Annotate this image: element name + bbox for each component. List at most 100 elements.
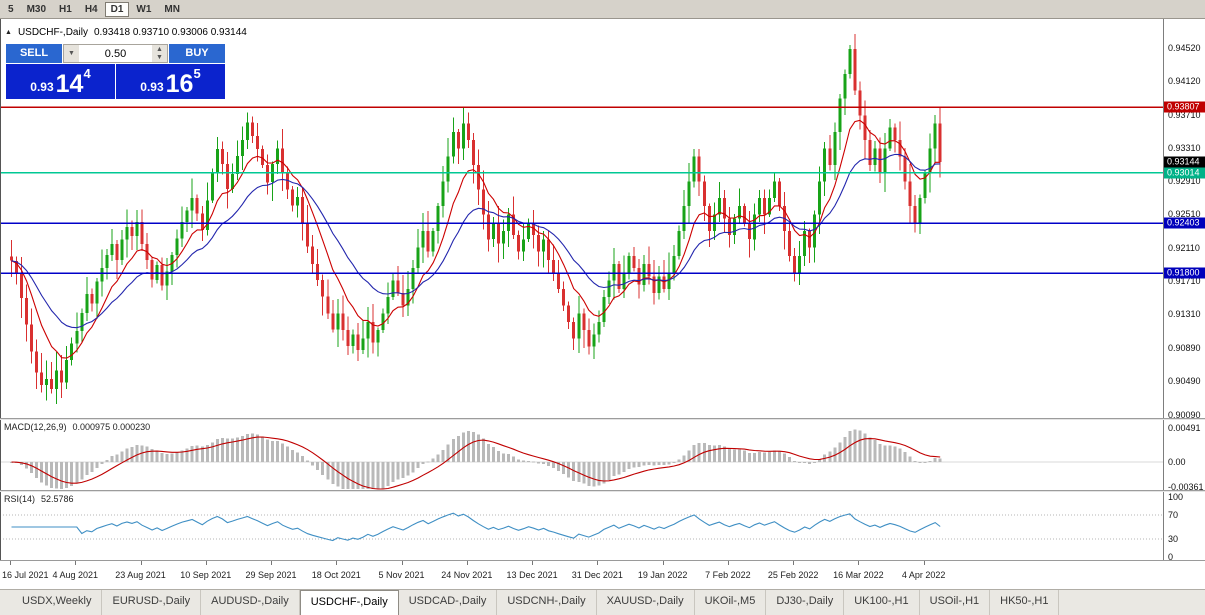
time-axis-tick	[662, 561, 664, 565]
timeframe-toolbar: 5 M30 H1 H4 D1 W1 MN	[0, 0, 1205, 19]
price-scale-label: 0.90490	[1168, 376, 1201, 387]
chart-tab-uk100-h1[interactable]: UK100-,H1	[844, 590, 920, 615]
price-chart[interactable]	[0, 0, 1163, 615]
date-label: 4 Apr 2022	[901, 570, 946, 580]
stepper-down-icon[interactable]: ▼	[156, 53, 163, 61]
timeframe-button-m30[interactable]: M30	[26, 3, 47, 15]
buy-button[interactable]: BUY	[169, 44, 225, 63]
one-click-trading-panel: SELL ▼ ▲▼ BUY 0.93 14 4 0.93 16 5	[6, 44, 225, 99]
date-label: 29 Sep 2021	[245, 570, 297, 580]
price-scale-label: 0.94520	[1168, 43, 1201, 54]
chart-tab-usdchf-daily[interactable]: USDCHF-,Daily	[299, 590, 399, 615]
chart-tab-bar: USDX,Weekly EURUSD-,Daily AUDUSD-,Daily USD…	[0, 589, 1205, 615]
volume-stepper[interactable]: ▲ ▼	[152, 45, 167, 62]
macd-scale-label: 0.00	[1168, 457, 1186, 467]
date-label: 16 Mar 2022	[833, 570, 884, 580]
rsi-scale-label: 30	[1168, 534, 1179, 544]
chart-tab-ukoil-m5[interactable]: UKOil-,M5	[695, 590, 767, 615]
chart-symbol-label: USDCHF-,Daily	[17, 27, 88, 38]
time-axis-tick	[336, 561, 338, 565]
macd-scale-label: 0.00491	[1168, 422, 1201, 433]
volume-dropdown-icon[interactable]: ▼	[64, 45, 79, 62]
price-scale-label: 0.90090	[1168, 409, 1201, 420]
sell-price-sup: 4	[83, 66, 91, 81]
rsi-pane-separator[interactable]	[0, 490, 1205, 492]
price-marker: 0.91800	[1164, 267, 1205, 279]
chart-tab-hk50-h1[interactable]: HK50-,H1	[990, 590, 1060, 615]
price-marker: 0.93014	[1164, 167, 1205, 179]
date-label: 10 Sep 2021	[180, 570, 232, 580]
time-axis-tick	[466, 561, 468, 565]
timeframe-button-5[interactable]: 5	[8, 3, 14, 15]
date-label: 4 Aug 2021	[52, 570, 99, 580]
price-scale-label: 0.94120	[1168, 76, 1201, 87]
rsi-scale-label: 0	[1168, 552, 1174, 562]
chart-tab-usdcad-daily[interactable]: USDCAD-,Daily	[399, 590, 498, 615]
buy-price-whole: 0.93	[140, 80, 164, 94]
time-axis-tick	[727, 561, 729, 565]
price-scale-label: 0.90890	[1168, 343, 1201, 354]
chart-title: ▲ USDCHF-,Daily 0.93418 0.93710 0.93006 …	[5, 27, 247, 38]
rsi-value: 52.5786	[41, 494, 74, 504]
rsi-label: RSI(14)	[4, 494, 36, 504]
time-axis-tick	[205, 561, 207, 565]
date-label: 13 Dec 2021	[506, 570, 558, 580]
price-scale-label: 0.93310	[1168, 143, 1201, 154]
price-scale-label: 0.93710	[1168, 110, 1201, 121]
price-scale-label: 0.92110	[1168, 242, 1200, 253]
chart-left-border	[0, 19, 1, 560]
time-axis-tick	[858, 561, 860, 565]
chart-tab-xauusd-daily[interactable]: XAUUSD-,Daily	[597, 590, 695, 615]
chart-tab-usdcnh-daily[interactable]: USDCNH-,Daily	[497, 590, 597, 615]
chart-tab-usoil-h1[interactable]: USOil-,H1	[920, 590, 991, 615]
buy-price-display[interactable]: 0.93 16 5	[116, 64, 225, 99]
symbol-direction-icon: ▲	[5, 29, 12, 36]
sell-price-big: 14	[55, 70, 84, 98]
price-marker: 0.93144	[1164, 156, 1205, 168]
time-axis-tick	[923, 561, 925, 565]
macd-pane-separator[interactable]	[0, 418, 1205, 420]
price-scale-label: 0.92910	[1168, 176, 1201, 187]
sell-button[interactable]: SELL	[6, 44, 62, 63]
time-axis-tick	[532, 561, 534, 565]
time-axis[interactable]: 16 Jul 2021 4 Aug 2021 23 Aug 2021 10 Sep 2…	[0, 560, 1205, 589]
price-scale[interactable]: 0.94520 0.94120 0.93710 0.93310 0.92910 0.925…	[1163, 19, 1205, 562]
price-scale-label: 0.91310	[1168, 308, 1201, 319]
price-marker: 0.93807	[1164, 101, 1205, 113]
price-scale-label: 0.92510	[1168, 209, 1201, 220]
rsi-scale-label: 100	[1168, 492, 1184, 502]
time-axis-tick	[597, 561, 599, 565]
time-axis-tick	[140, 561, 142, 565]
chart-tab-dj30-daily[interactable]: DJ30-,Daily	[766, 590, 845, 615]
date-label: 19 Jan 2022	[637, 570, 688, 580]
date-label: 5 Nov 2021	[378, 570, 425, 580]
price-scale-label: 0.91710	[1168, 275, 1201, 286]
rsi-pane-title: RSI(14) 52.5786	[4, 494, 74, 504]
price-marker: 0.92403	[1164, 217, 1205, 229]
timeframe-button-h1[interactable]: H1	[59, 3, 72, 15]
sell-price-display[interactable]: 0.93 14 4	[6, 64, 115, 99]
date-label: 25 Feb 2022	[767, 570, 819, 580]
timeframe-button-mn[interactable]: MN	[164, 3, 180, 15]
time-axis-tick	[401, 561, 403, 565]
time-axis-tick	[271, 561, 273, 565]
time-axis-tick	[75, 561, 77, 565]
timeframe-button-w1[interactable]: W1	[136, 3, 152, 15]
timeframe-button-h4[interactable]: H4	[84, 3, 98, 15]
chart-ohlc-values: 0.93418 0.93710 0.93006 0.93144	[93, 27, 247, 38]
volume-input[interactable]	[79, 45, 152, 62]
sell-price-whole: 0.93	[30, 80, 54, 94]
buy-price-sup: 5	[193, 66, 201, 81]
date-label: 18 Oct 2021	[311, 570, 361, 580]
chart-tab-eurusd-daily[interactable]: EURUSD-,Daily	[102, 590, 202, 615]
date-label: 31 Dec 2021	[571, 570, 623, 580]
macd-scale-label: -0.00361	[1168, 482, 1204, 493]
macd-values: 0.000975 0.000230	[72, 422, 151, 432]
timeframe-button-d1[interactable]: D1	[104, 1, 130, 17]
date-label: 24 Nov 2021	[441, 570, 493, 580]
macd-pane-title: MACD(12,26,9) 0.000975 0.000230	[4, 422, 150, 432]
stepper-up-icon[interactable]: ▲	[156, 45, 163, 53]
chart-tab-audusd-daily[interactable]: AUDUSD-,Daily	[201, 590, 300, 615]
date-label: 7 Feb 2022	[705, 570, 751, 580]
chart-tab-usdx-weekly[interactable]: USDX,Weekly	[12, 590, 103, 615]
